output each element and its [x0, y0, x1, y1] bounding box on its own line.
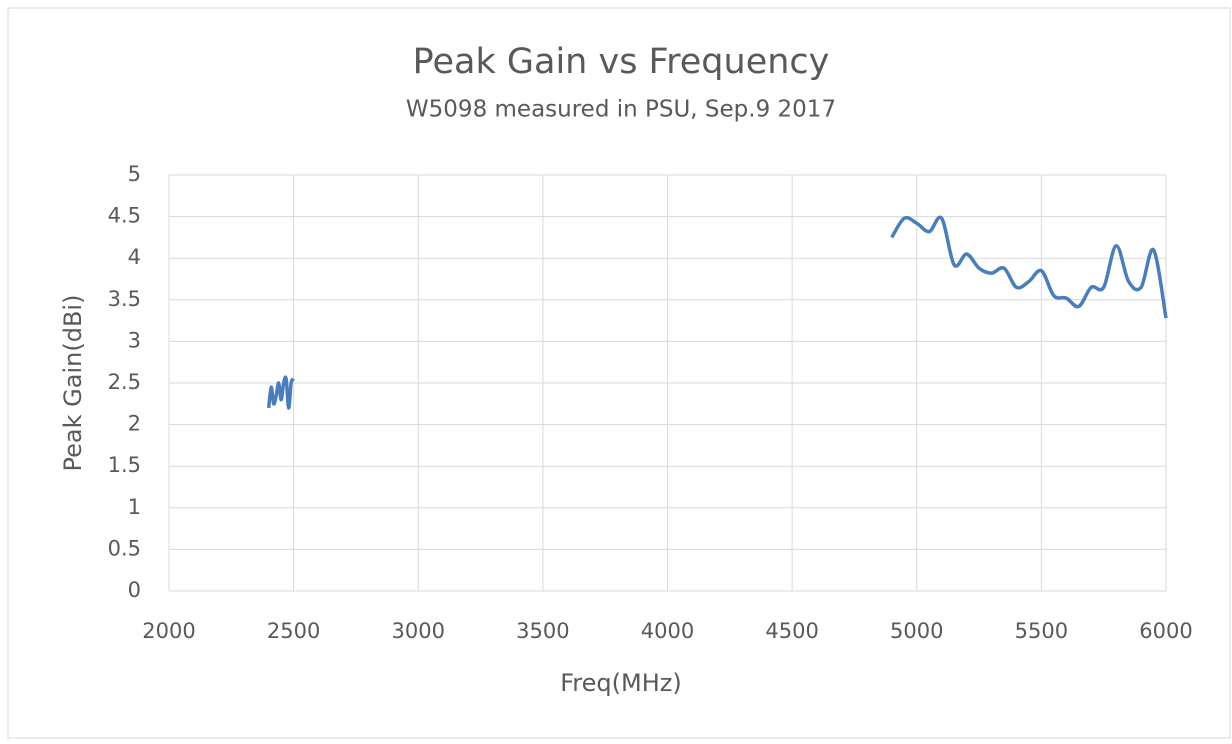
y-tick-label: 2.5	[108, 370, 141, 394]
x-tick-label: 6000	[1139, 619, 1192, 643]
y-tick-label: 3.5	[108, 287, 141, 311]
x-tick-label: 5500	[1015, 619, 1068, 643]
chart-title: Peak Gain vs Frequency	[413, 42, 830, 82]
y-tick-label: 2	[128, 412, 141, 436]
y-tick-label: 0	[128, 578, 141, 602]
y-tick-label: 5	[128, 162, 141, 186]
x-tick-label: 2000	[142, 619, 195, 643]
chart-border	[7, 7, 1231, 739]
y-axis-label: Peak Gain(dBi)	[59, 295, 87, 472]
x-tick-label: 5000	[890, 619, 943, 643]
y-tick-label: 4.5	[108, 204, 141, 228]
y-tick-label: 4	[128, 245, 141, 269]
x-tick-label: 3500	[516, 619, 569, 643]
y-tick-label: 0.5	[108, 536, 141, 560]
y-tick-label: 1.5	[108, 453, 141, 477]
x-tick-label: 3000	[392, 619, 445, 643]
y-tick-label: 3	[128, 328, 141, 352]
x-tick-label: 2500	[267, 619, 320, 643]
x-axis-label: Freq(MHz)	[560, 669, 681, 697]
data-line	[266, 215, 1168, 410]
x-tick-label: 4500	[765, 619, 818, 643]
x-tick-label: 4000	[641, 619, 694, 643]
y-tick-label: 1	[128, 495, 141, 519]
chart-subtitle: W5098 measured in PSU, Sep.9 2017	[406, 97, 836, 123]
